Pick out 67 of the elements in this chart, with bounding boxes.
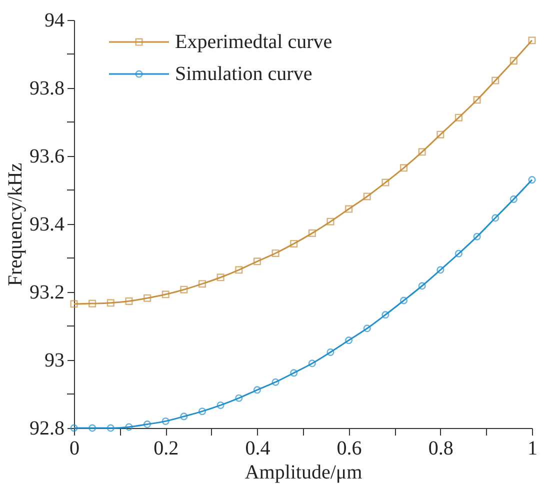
point	[400, 164, 408, 172]
point	[473, 96, 481, 104]
point	[492, 76, 500, 84]
point	[106, 424, 114, 432]
point	[436, 266, 444, 274]
point	[216, 274, 224, 282]
x-tick-label: 0.4	[245, 438, 270, 460]
point	[88, 300, 96, 308]
legend-label: Simulation curve	[175, 63, 312, 85]
point	[436, 130, 444, 138]
y-tick-label: 93.2	[30, 282, 64, 304]
point	[528, 36, 536, 44]
point	[88, 424, 96, 432]
point	[308, 360, 316, 368]
point	[345, 205, 353, 213]
point	[144, 420, 152, 428]
point	[272, 378, 280, 386]
legend-label: Experimedtal curve	[175, 31, 332, 53]
point	[162, 417, 170, 425]
point	[235, 266, 243, 274]
y-tick-label: 94	[44, 10, 64, 32]
point	[198, 280, 206, 288]
point	[290, 240, 298, 248]
point	[290, 369, 298, 377]
y-tick-label: 93	[44, 350, 64, 372]
x-tick-label: 0.6	[336, 438, 362, 460]
y-tick-label: 92.8	[30, 418, 64, 440]
point	[454, 250, 462, 258]
x-tick-label: 0	[70, 438, 80, 460]
point	[418, 282, 426, 290]
point	[180, 412, 188, 420]
point	[308, 229, 316, 237]
x-tick-label: 1	[528, 438, 538, 460]
point	[454, 114, 462, 122]
point	[345, 336, 353, 344]
point	[70, 300, 78, 308]
point	[162, 290, 170, 298]
point	[235, 394, 243, 402]
x-tick-label: 0.2	[154, 438, 179, 460]
x-tick-label: 0.8	[428, 438, 454, 460]
point	[326, 348, 334, 356]
point	[418, 148, 426, 156]
point	[216, 401, 224, 409]
point	[400, 296, 408, 304]
point	[382, 178, 390, 186]
point	[125, 297, 133, 305]
point	[144, 294, 152, 302]
point	[363, 324, 371, 332]
y-tick-label: 93.4	[30, 214, 64, 236]
point	[125, 423, 133, 431]
point	[180, 286, 188, 294]
point	[473, 232, 481, 240]
point	[272, 249, 280, 258]
point	[253, 258, 261, 266]
point	[510, 195, 518, 203]
point	[382, 311, 390, 319]
point	[106, 299, 114, 307]
point	[492, 214, 500, 222]
x-axis-title: Amplitude/μm	[244, 462, 363, 484]
point	[363, 192, 371, 200]
y-tick-label: 93.6	[30, 146, 64, 168]
point	[198, 408, 206, 416]
y-axis-title: Frequency/kHz	[4, 162, 26, 286]
point	[510, 57, 518, 65]
point	[326, 218, 334, 226]
y-tick-label: 93.8	[30, 78, 64, 100]
point	[253, 386, 261, 394]
